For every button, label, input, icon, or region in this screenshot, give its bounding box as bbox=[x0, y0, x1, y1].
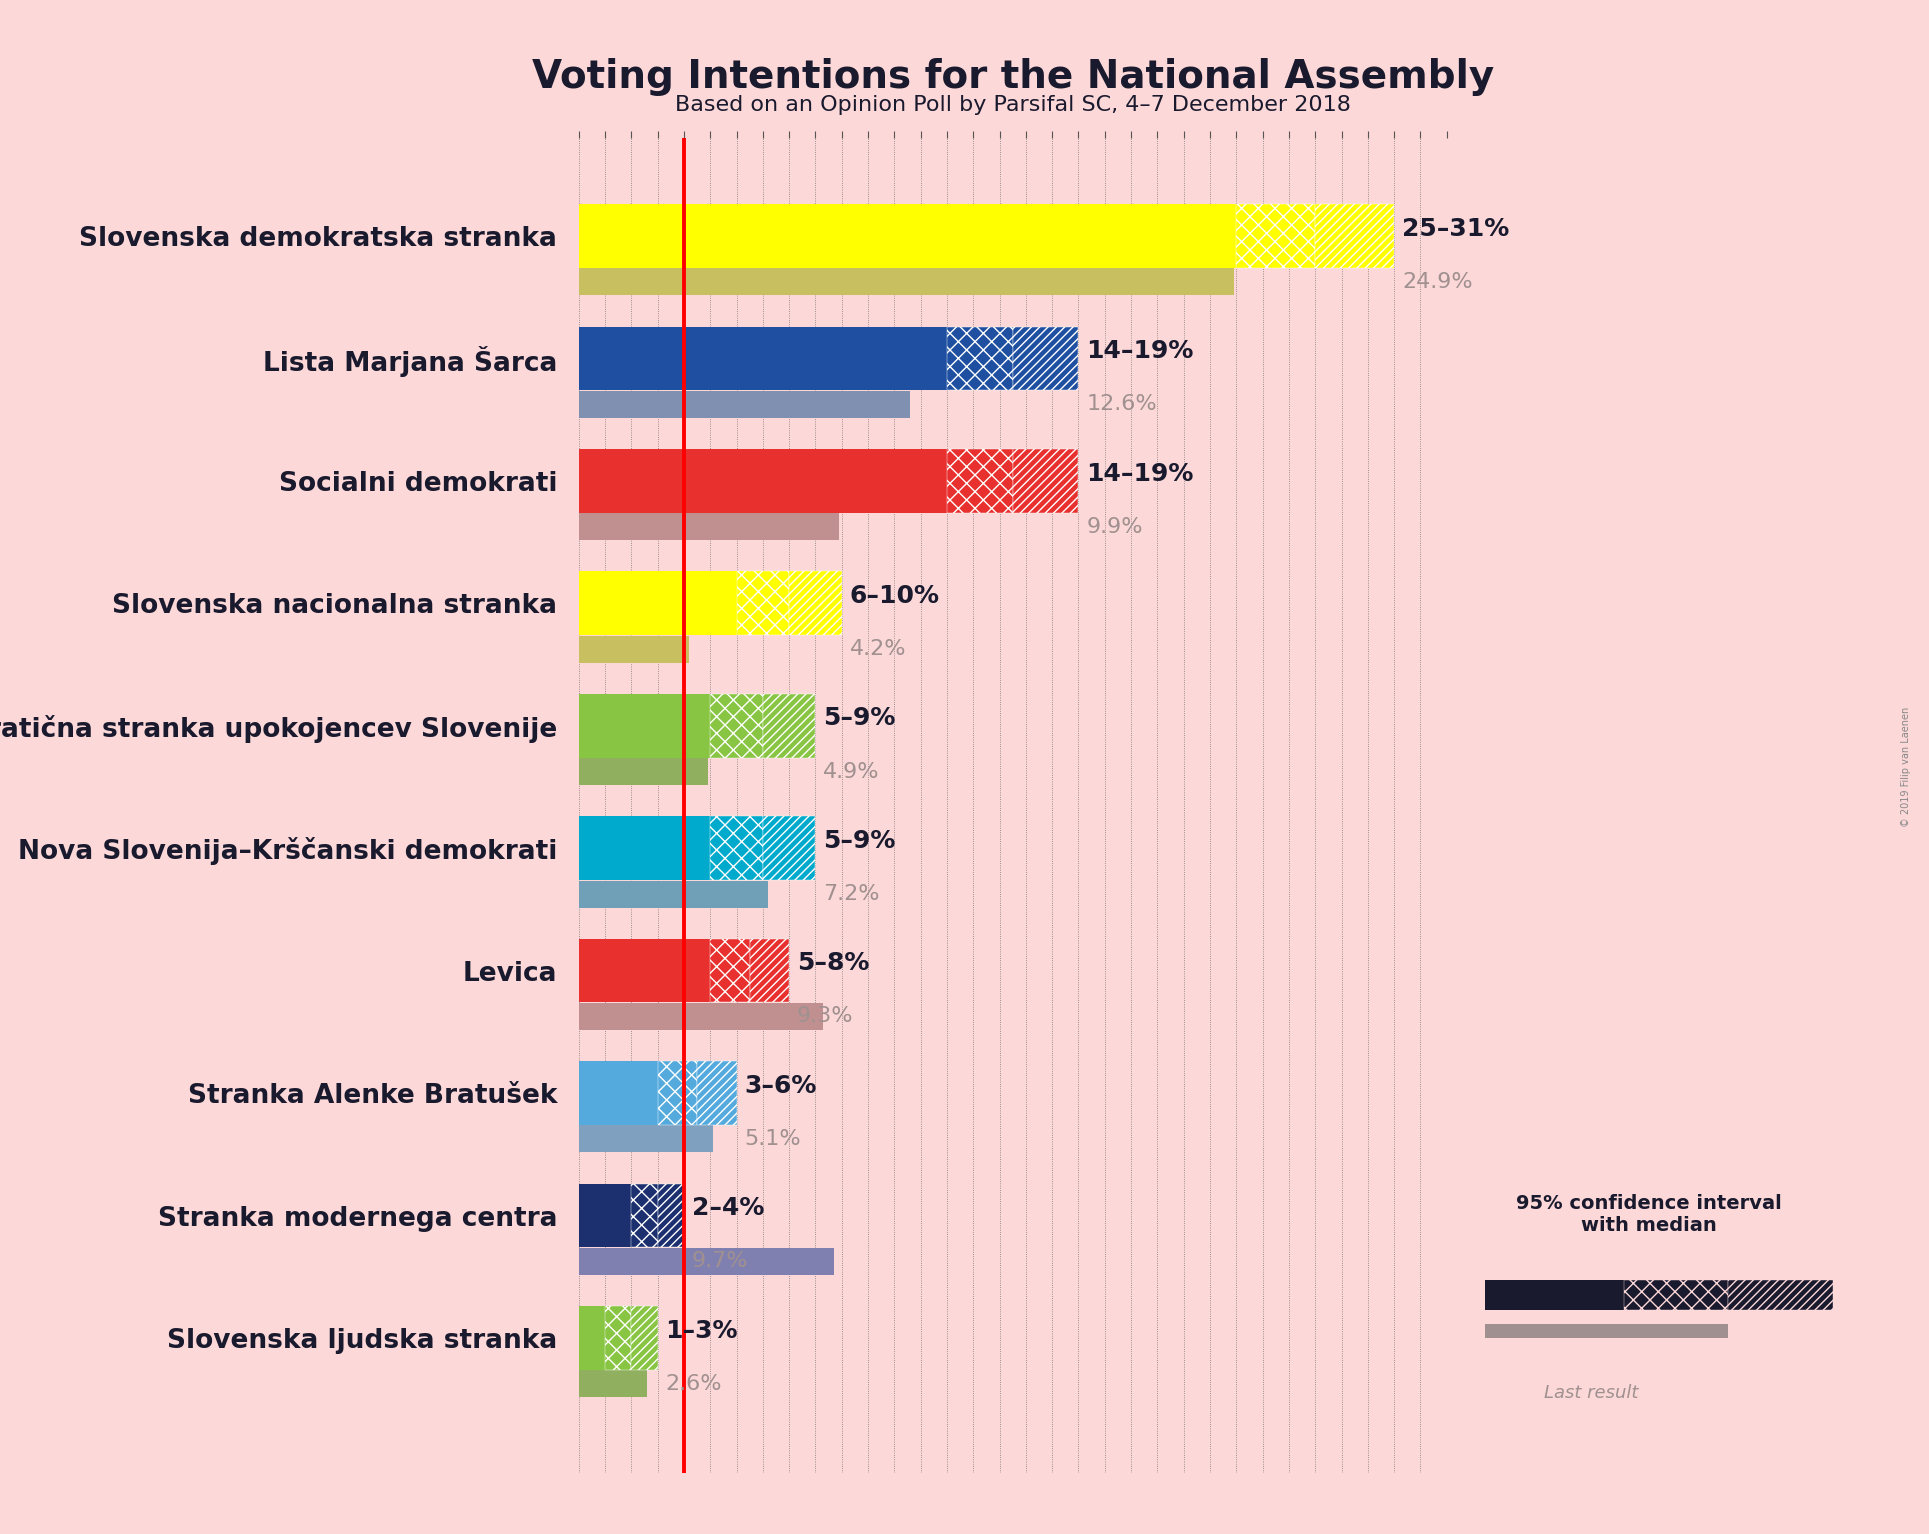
Bar bbox=[579, 881, 768, 908]
Text: 9.9%: 9.9% bbox=[1086, 517, 1142, 537]
Bar bbox=[579, 1003, 824, 1029]
Text: 14–19%: 14–19% bbox=[1086, 462, 1194, 486]
Bar bbox=[947, 449, 1013, 512]
Bar bbox=[762, 693, 816, 758]
Bar bbox=[762, 816, 816, 881]
Text: 5.1%: 5.1% bbox=[745, 1129, 801, 1149]
Bar bbox=[579, 693, 710, 758]
Bar bbox=[579, 1247, 833, 1275]
Bar bbox=[789, 572, 841, 635]
Text: 6–10%: 6–10% bbox=[849, 584, 939, 607]
Bar bbox=[737, 572, 789, 635]
Bar bbox=[631, 1184, 658, 1247]
Text: © 2019 Filip van Laenen: © 2019 Filip van Laenen bbox=[1900, 707, 1912, 827]
Text: 4.2%: 4.2% bbox=[849, 640, 907, 660]
Bar bbox=[750, 939, 789, 1003]
Bar bbox=[710, 693, 762, 758]
Text: Based on an Opinion Poll by Parsifal SC, 4–7 December 2018: Based on an Opinion Poll by Parsifal SC,… bbox=[675, 95, 1350, 115]
Text: Voting Intentions for the National Assembly: Voting Intentions for the National Assem… bbox=[532, 58, 1493, 97]
Text: 7.2%: 7.2% bbox=[824, 884, 880, 904]
Text: 4.9%: 4.9% bbox=[824, 761, 880, 782]
Bar bbox=[579, 1062, 658, 1124]
Bar bbox=[710, 816, 762, 881]
Text: 2.6%: 2.6% bbox=[666, 1374, 721, 1394]
Bar bbox=[579, 635, 689, 663]
Bar bbox=[1624, 1281, 1728, 1310]
Bar bbox=[579, 1370, 646, 1397]
Text: 95% confidence interval
with median: 95% confidence interval with median bbox=[1516, 1193, 1782, 1235]
Bar bbox=[579, 204, 1236, 268]
Text: 9.7%: 9.7% bbox=[693, 1252, 748, 1272]
Bar bbox=[579, 268, 1235, 296]
Bar bbox=[631, 1305, 658, 1370]
Text: 5–9%: 5–9% bbox=[824, 828, 895, 853]
Bar bbox=[658, 1062, 696, 1124]
Text: 5–9%: 5–9% bbox=[824, 707, 895, 730]
Bar bbox=[658, 1184, 685, 1247]
Bar bbox=[1013, 449, 1078, 512]
Bar bbox=[1485, 1281, 1624, 1310]
Bar bbox=[1485, 1324, 1728, 1338]
Bar bbox=[579, 449, 947, 512]
Text: 12.6%: 12.6% bbox=[1086, 394, 1157, 414]
Bar bbox=[1013, 327, 1078, 390]
Text: 5–8%: 5–8% bbox=[797, 951, 870, 976]
Bar bbox=[606, 1305, 631, 1370]
Text: 1–3%: 1–3% bbox=[666, 1319, 739, 1342]
Bar bbox=[696, 1062, 737, 1124]
Bar bbox=[710, 939, 750, 1003]
Bar bbox=[579, 939, 710, 1003]
Bar bbox=[579, 758, 708, 785]
Text: 25–31%: 25–31% bbox=[1402, 216, 1508, 241]
Bar bbox=[579, 1126, 714, 1152]
Bar bbox=[1728, 1281, 1833, 1310]
Bar bbox=[579, 391, 910, 417]
Text: 2–4%: 2–4% bbox=[693, 1197, 764, 1220]
Bar bbox=[579, 1305, 606, 1370]
Text: 14–19%: 14–19% bbox=[1086, 339, 1194, 364]
Bar bbox=[1316, 204, 1395, 268]
Bar bbox=[579, 327, 947, 390]
Bar bbox=[579, 1184, 631, 1247]
Bar bbox=[579, 572, 737, 635]
Text: 24.9%: 24.9% bbox=[1402, 272, 1472, 291]
Text: Last result: Last result bbox=[1545, 1384, 1638, 1402]
Text: 3–6%: 3–6% bbox=[745, 1074, 816, 1098]
Bar bbox=[579, 816, 710, 881]
Bar bbox=[579, 514, 839, 540]
Bar bbox=[947, 327, 1013, 390]
Bar bbox=[1236, 204, 1316, 268]
Text: 9.3%: 9.3% bbox=[797, 1006, 853, 1026]
